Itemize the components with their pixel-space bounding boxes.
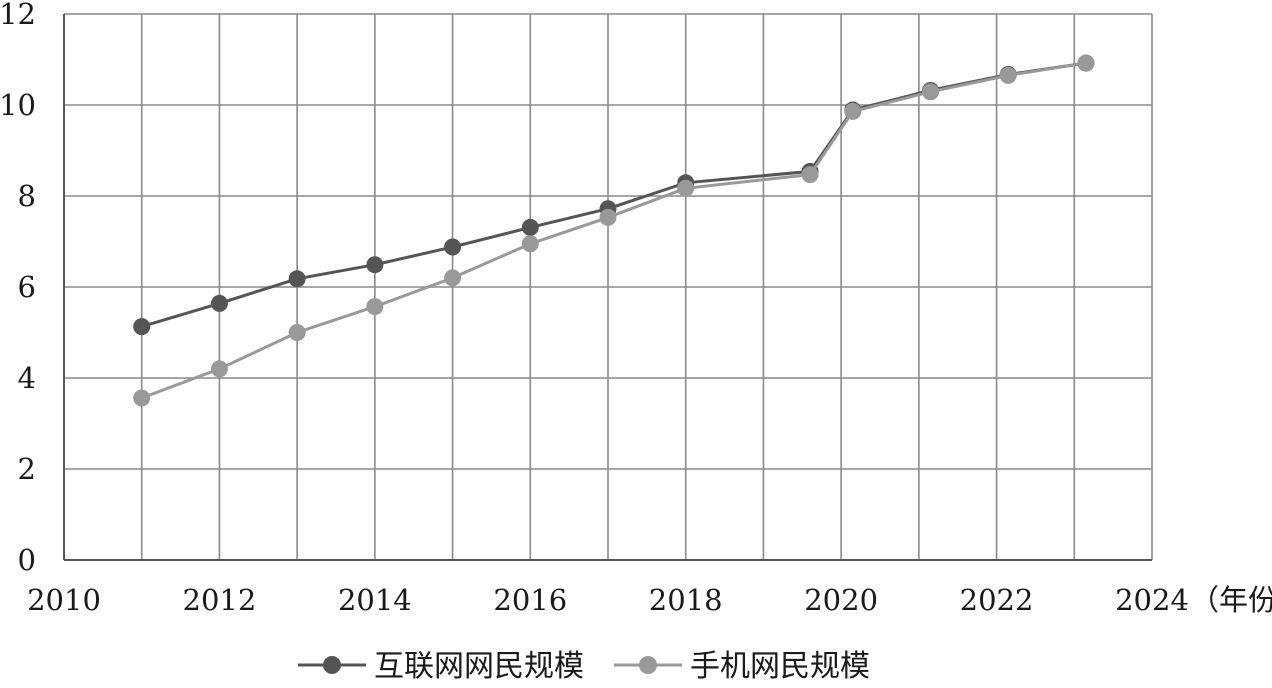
x-tick-label: 2016 bbox=[493, 583, 567, 617]
series-2 bbox=[133, 54, 1095, 407]
data-point bbox=[922, 83, 940, 101]
y-axis-ticks: 0 2 4 6 8 10 12 bbox=[0, 0, 36, 577]
x-axis-label: （年份） bbox=[1190, 583, 1272, 617]
data-point bbox=[288, 324, 306, 341]
legend-label: 手机网民规模 bbox=[690, 649, 870, 684]
data-point bbox=[999, 66, 1017, 84]
data-point bbox=[210, 360, 228, 378]
data-point bbox=[844, 102, 862, 120]
data-point bbox=[366, 298, 384, 316]
series-layer bbox=[133, 54, 1095, 407]
data-point bbox=[133, 318, 151, 336]
data-point bbox=[444, 238, 462, 256]
legend-swatch-marker bbox=[323, 656, 341, 674]
data-point bbox=[1077, 54, 1095, 72]
data-point bbox=[801, 166, 819, 184]
x-tick-label: 2020 bbox=[804, 583, 878, 617]
series-1 bbox=[133, 54, 1095, 336]
x-tick-label: 2022 bbox=[960, 583, 1034, 617]
y-tick-label: 10 bbox=[0, 88, 36, 122]
y-tick-label: 0 bbox=[18, 543, 36, 577]
data-point bbox=[521, 218, 539, 236]
data-point bbox=[133, 389, 151, 407]
x-tick-label: 2014 bbox=[338, 583, 412, 617]
y-tick-label: 4 bbox=[18, 361, 36, 395]
legend-item-1: 互联网网民规模 bbox=[298, 649, 584, 684]
x-axis-ticks: 2010 2012 2014 2016 2018 2020 2022 2024 bbox=[27, 583, 1189, 617]
x-tick-label: 2018 bbox=[649, 583, 723, 617]
x-tick-label: 2012 bbox=[183, 583, 257, 617]
data-point bbox=[677, 179, 695, 197]
data-point bbox=[521, 235, 539, 253]
legend: 互联网网民规模 手机网民规模 bbox=[298, 649, 870, 684]
y-tick-label: 8 bbox=[18, 179, 36, 213]
y-tick-label: 2 bbox=[18, 452, 36, 486]
data-point bbox=[288, 270, 306, 288]
data-point bbox=[599, 208, 617, 226]
x-tick-label: 2010 bbox=[27, 583, 101, 617]
grid bbox=[63, 13, 1153, 561]
x-tick-label: 2024 bbox=[1115, 583, 1189, 617]
legend-label: 互联网网民规模 bbox=[374, 649, 584, 684]
y-tick-label: 6 bbox=[18, 270, 36, 304]
y-tick-label: 12 bbox=[0, 0, 36, 31]
data-point bbox=[444, 269, 462, 287]
series-line bbox=[141, 61, 1087, 400]
data-point bbox=[366, 256, 384, 274]
legend-item-2: 手机网民规模 bbox=[614, 649, 870, 684]
legend-swatch-marker bbox=[639, 656, 657, 674]
data-point bbox=[210, 294, 228, 312]
